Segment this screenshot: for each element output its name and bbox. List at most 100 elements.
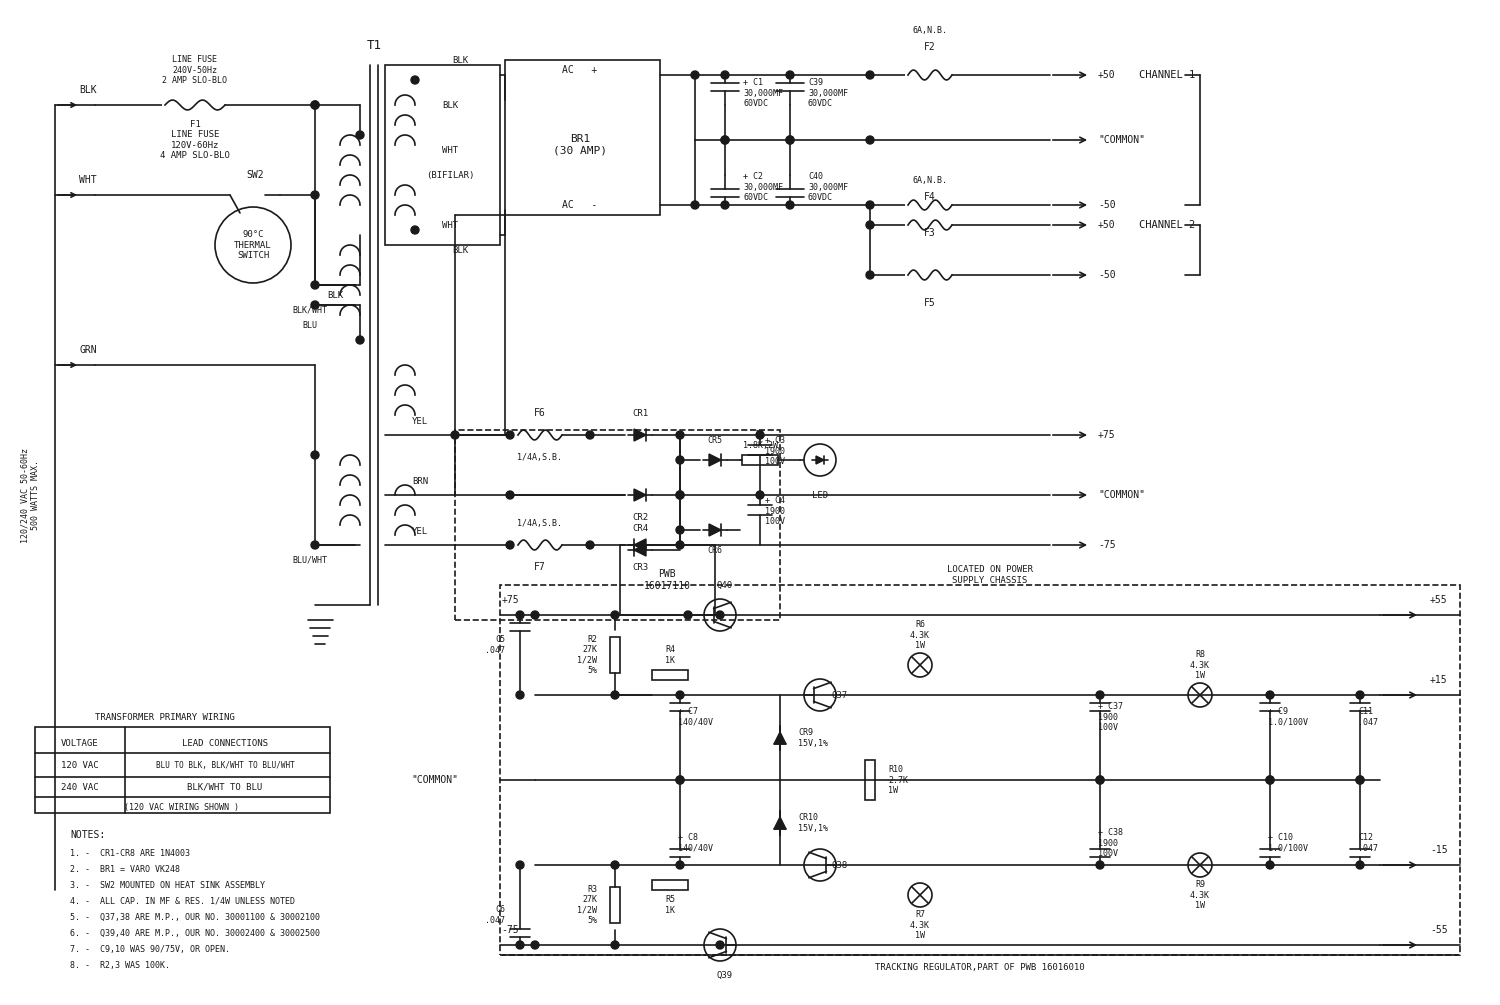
Circle shape (586, 431, 594, 439)
Text: F7: F7 (534, 562, 546, 572)
Polygon shape (634, 539, 646, 551)
Polygon shape (710, 524, 722, 536)
Text: CHANNEL 2: CHANNEL 2 (1138, 220, 1196, 230)
Circle shape (310, 451, 320, 459)
Text: (120 VAC WIRING SHOWN ): (120 VAC WIRING SHOWN ) (124, 803, 240, 811)
Circle shape (692, 201, 699, 209)
Circle shape (716, 941, 724, 949)
Text: SW2: SW2 (246, 170, 264, 180)
Text: 120 VAC: 120 VAC (62, 761, 99, 770)
Circle shape (506, 541, 515, 549)
Text: -50: -50 (1098, 200, 1116, 210)
Circle shape (310, 302, 320, 309)
Circle shape (356, 131, 364, 139)
Text: "COMMON": "COMMON" (1098, 490, 1144, 500)
Circle shape (310, 100, 320, 109)
Text: LEAD CONNECTIONS: LEAD CONNECTIONS (182, 739, 268, 748)
Circle shape (1266, 861, 1274, 869)
Circle shape (506, 491, 515, 499)
Circle shape (676, 861, 684, 869)
Text: CR4: CR4 (632, 524, 648, 533)
Text: 120/240 VAC 50-60Hz
500 WATTS MAX.: 120/240 VAC 50-60Hz 500 WATTS MAX. (21, 447, 39, 543)
Text: BLK/WHT TO BLU: BLK/WHT TO BLU (188, 783, 262, 792)
Text: R9
4.3K
1W: R9 4.3K 1W (1190, 880, 1210, 910)
Text: BLU TO BLK, BLK/WHT TO BLU/WHT: BLU TO BLK, BLK/WHT TO BLU/WHT (156, 761, 294, 770)
Text: 8. -  R2,3 WAS 100K.: 8. - R2,3 WAS 100K. (70, 961, 170, 970)
Circle shape (676, 776, 684, 784)
Circle shape (676, 526, 684, 534)
Circle shape (1096, 861, 1104, 869)
Text: 6. -  Q39,40 ARE M.P., OUR NO. 30002400 & 30002500: 6. - Q39,40 ARE M.P., OUR NO. 30002400 &… (70, 929, 320, 938)
Text: YEL: YEL (413, 416, 428, 425)
Text: +50: +50 (1098, 220, 1116, 230)
Circle shape (1096, 776, 1104, 784)
Text: BLK: BLK (452, 245, 468, 254)
Text: YEL: YEL (413, 527, 428, 536)
Circle shape (865, 201, 874, 209)
Text: +75: +75 (501, 595, 519, 605)
Circle shape (1096, 776, 1104, 784)
Text: 7. -  C9,10 WAS 90/75V, OR OPEN.: 7. - C9,10 WAS 90/75V, OR OPEN. (70, 945, 230, 954)
Text: VOLTAGE: VOLTAGE (62, 739, 99, 748)
Text: + C38
1900
100V: + C38 1900 100V (1098, 828, 1124, 858)
Text: CR6: CR6 (708, 546, 723, 555)
Bar (652, 880, 688, 890)
Text: + C9
1.0/100V: + C9 1.0/100V (1268, 708, 1308, 727)
Polygon shape (634, 544, 646, 556)
Text: 3. -  SW2 MOUNTED ON HEAT SINK ASSEMBLY: 3. - SW2 MOUNTED ON HEAT SINK ASSEMBLY (70, 880, 266, 889)
Text: LED: LED (812, 490, 828, 499)
Text: F6: F6 (534, 408, 546, 418)
Bar (742, 455, 778, 465)
Text: +15: +15 (1430, 675, 1448, 685)
Text: TRACKING REGULATOR,PART OF PWB 16016010: TRACKING REGULATOR,PART OF PWB 16016010 (874, 963, 1084, 972)
Circle shape (786, 71, 794, 79)
Bar (610, 887, 620, 923)
Text: C11
.047: C11 .047 (1358, 708, 1378, 727)
Circle shape (516, 861, 524, 869)
Text: R7
4.3K
1W: R7 4.3K 1W (910, 911, 930, 940)
Circle shape (676, 776, 684, 784)
Circle shape (676, 491, 684, 499)
Circle shape (506, 431, 515, 439)
Text: WHT: WHT (442, 220, 458, 229)
Text: 6A,N.B.: 6A,N.B. (912, 176, 948, 185)
Text: LOCATED ON POWER
SUPPLY CHASSIS: LOCATED ON POWER SUPPLY CHASSIS (946, 565, 1034, 585)
Text: CR1: CR1 (632, 408, 648, 417)
Circle shape (531, 941, 538, 949)
Circle shape (1356, 776, 1364, 784)
Text: C12
.047: C12 .047 (1358, 833, 1378, 852)
Circle shape (676, 491, 684, 499)
Text: R6
4.3K
1W: R6 4.3K 1W (910, 620, 930, 650)
Text: 1/4A,S.B.: 1/4A,S.B. (518, 452, 562, 461)
Text: + C4
1900
100V: + C4 1900 100V (765, 496, 784, 526)
Text: R5
1K: R5 1K (664, 895, 675, 915)
Circle shape (586, 541, 594, 549)
Text: C40
30,000MF
60VDC: C40 30,000MF 60VDC (808, 172, 847, 202)
Text: +50: +50 (1098, 70, 1116, 80)
Circle shape (310, 541, 320, 549)
Text: 6A,N.B.: 6A,N.B. (912, 25, 948, 34)
Text: R8
4.3K
1W: R8 4.3K 1W (1190, 650, 1210, 680)
Text: BLK: BLK (80, 85, 98, 95)
Text: -15: -15 (1430, 845, 1448, 855)
Text: CR9
15V,1%: CR9 15V,1% (798, 729, 828, 748)
Text: (BIFILAR): (BIFILAR) (426, 171, 474, 180)
Bar (865, 760, 874, 800)
Circle shape (452, 431, 459, 439)
Polygon shape (710, 454, 722, 466)
Circle shape (786, 136, 794, 144)
Text: F3: F3 (924, 228, 936, 238)
Text: 4. -  ALL CAP. IN MF & RES. 1/4W UNLESS NOTED: 4. - ALL CAP. IN MF & RES. 1/4W UNLESS N… (70, 896, 296, 906)
Text: R10
2.7K
1W: R10 2.7K 1W (888, 765, 908, 795)
Circle shape (722, 136, 729, 144)
Circle shape (356, 336, 364, 344)
Circle shape (716, 611, 724, 619)
Text: 1. -  CR1-CR8 ARE 1N4003: 1. - CR1-CR8 ARE 1N4003 (70, 848, 190, 857)
Circle shape (692, 71, 699, 79)
Circle shape (786, 136, 794, 144)
Text: + C7
140/40V: + C7 140/40V (678, 708, 712, 727)
Text: GRN: GRN (80, 345, 98, 355)
Circle shape (865, 221, 874, 229)
Circle shape (310, 281, 320, 289)
Circle shape (1356, 861, 1364, 869)
